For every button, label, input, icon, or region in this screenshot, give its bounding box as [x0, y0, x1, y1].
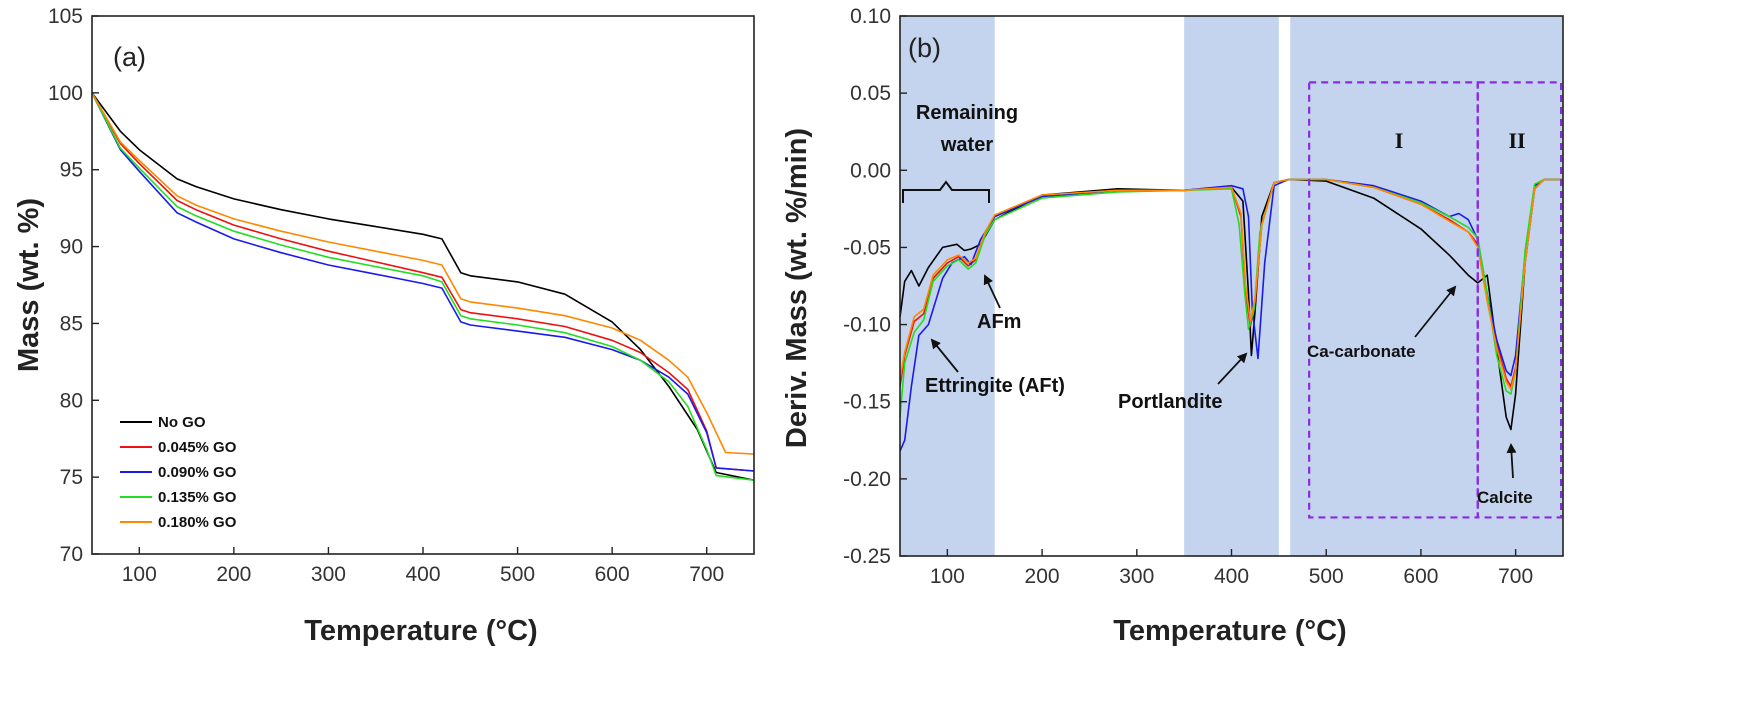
x-tick-label: 400 — [405, 563, 440, 586]
y-tick-label: 80 — [60, 389, 83, 412]
panel-b-derivative-chart: 100 200 300 400 500 600 700 -0.25 -0.20 -0.15 -0.1… — [781, 5, 1564, 647]
y-tick-label: -0.05 — [843, 236, 891, 259]
panel-a-series-lines — [91, 92, 755, 481]
x-tick-label: 200 — [216, 563, 251, 586]
region-label-2: II — [1508, 128, 1525, 153]
calcite-arrow — [1506, 443, 1517, 479]
ca-carbonate-arrow — [1414, 285, 1457, 338]
x-tick-label: 100 — [930, 565, 965, 588]
legend-label-0-090-go: 0.090% GO — [158, 464, 237, 481]
y-tick-label: 70 — [60, 543, 83, 566]
x-tick-label: 700 — [1498, 565, 1533, 588]
x-tick-label: 300 — [311, 563, 346, 586]
x-tick-label: 600 — [1403, 565, 1438, 588]
y-tick-label: 85 — [60, 312, 83, 335]
annotation-afm: AFm — [977, 311, 1021, 333]
y-tick-label: 100 — [48, 82, 83, 105]
y-tick-label: 75 — [60, 466, 83, 489]
panel-a-y-axis-title: Mass (wt. %) — [13, 198, 45, 372]
shaded-region-1 — [900, 16, 995, 556]
shaded-region-2 — [1184, 16, 1279, 556]
y-tick-label: 0.10 — [850, 5, 891, 28]
ettringite-arrow — [930, 338, 959, 373]
series-line-0-180-go — [91, 92, 755, 455]
annotation-remaining-water-line2: water — [940, 134, 993, 156]
legend-label-0-135-go: 0.135% GO — [158, 489, 237, 506]
panel-b-ticks: 100 200 300 400 500 600 700 -0.25 -0.20 -0.15 -0.1… — [843, 5, 1533, 588]
x-tick-label: 500 — [500, 563, 535, 586]
afm-arrow — [983, 274, 1001, 309]
series-line-no-go — [899, 178, 1563, 431]
portlandite-arrow — [1217, 352, 1248, 385]
annotation-remaining-water-line1: Remaining — [916, 102, 1018, 124]
panel-a-mass-chart: 100 200 300 400 500 600 700707580859095100105 … — [13, 5, 755, 647]
series-line-0-135-go — [899, 178, 1563, 418]
series-line-0-180-go — [899, 178, 1563, 391]
panel-a-ticks: 100 200 300 400 500 600 700 70 75 80 85 90 95 100 105 — [48, 5, 724, 586]
annotation-calcite: Calcite — [1477, 488, 1533, 507]
remaining-water-brace — [902, 180, 990, 203]
x-tick-label: 400 — [1214, 565, 1249, 588]
annotation-portlandite: Portlandite — [1118, 391, 1222, 413]
annotation-ca-carbonate: Ca-carbonate — [1307, 342, 1416, 361]
series-line-0-135-go — [91, 92, 755, 481]
shaded-region-3 — [1290, 16, 1563, 556]
y-tick-label: 105 — [48, 5, 83, 28]
x-tick-label: 300 — [1119, 565, 1154, 588]
y-tick-label: -0.20 — [843, 468, 891, 491]
legend-label-no-go: No GO — [158, 414, 206, 431]
panel-b-shaded-regions — [900, 16, 1563, 556]
legend-label-0-180-go: 0.180% GO — [158, 514, 237, 531]
panel-a-x-axis-title: Temperature (°C) — [304, 615, 537, 647]
x-tick-label: 600 — [595, 563, 630, 586]
series-line-0-045-go — [91, 92, 755, 472]
panel-b-x-axis-title: Temperature (°C) — [1113, 615, 1346, 647]
panel-b-dashed-boxes — [1308, 81, 1563, 519]
panel-a-label: (a) — [113, 42, 146, 72]
panel-a-legend: No GO 0.045% GO 0.090% GO 0.135% GO 0.180% G… — [120, 414, 237, 531]
panel-b-series-lines — [899, 178, 1563, 452]
y-tick-label: -0.15 — [843, 391, 891, 414]
y-tick-label: 90 — [60, 236, 83, 259]
panel-b-label: (b) — [908, 33, 941, 63]
dashed-box-region-2 — [1476, 81, 1563, 519]
annotation-ettringite: Ettringite (AFt) — [925, 375, 1065, 397]
series-line-0-090-go — [91, 92, 755, 472]
x-tick-label: 200 — [1025, 565, 1060, 588]
panel-b-y-axis-title: Deriv. Mass (wt. %/min) — [781, 128, 813, 448]
x-tick-label: 100 — [122, 563, 157, 586]
legend-label-0-045-go: 0.045% GO — [158, 439, 237, 456]
x-tick-label: 700 — [689, 563, 724, 586]
y-tick-label: 95 — [60, 159, 83, 182]
x-tick-label: 500 — [1309, 565, 1344, 588]
y-tick-label: -0.25 — [843, 545, 891, 568]
y-tick-label: 0.05 — [850, 82, 891, 105]
y-tick-label: 0.00 — [850, 159, 891, 182]
region-label-1: I — [1395, 128, 1404, 153]
y-tick-label: -0.10 — [843, 314, 891, 337]
panel-b-annotations: Remaining water AFm Ettringite (AFt) Por… — [902, 102, 1533, 507]
